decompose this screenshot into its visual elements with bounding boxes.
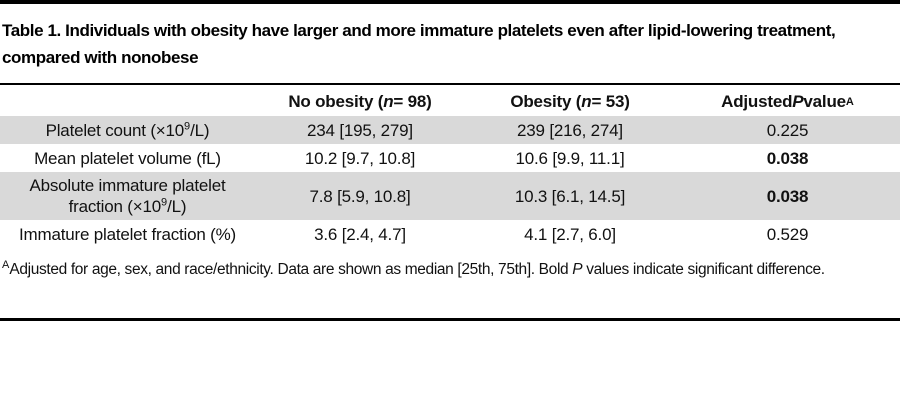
bottom-rule	[0, 318, 900, 321]
superscript-9: 9	[184, 119, 191, 132]
row-label: Immature platelet fraction (%)	[0, 220, 255, 248]
header-obesity: Obesity (n = 53)	[465, 85, 675, 116]
no-obesity-value-cell: 3.6 [2.4, 4.7]	[314, 224, 406, 244]
title-divider-rule	[0, 83, 900, 85]
footnote-text: values indicate significant difference.	[582, 261, 825, 278]
obesity-value-cell: 10.6 [9.9, 11.1]	[515, 148, 625, 168]
no-obesity-value-cell: 10.2 [9.7, 10.8]	[304, 148, 416, 168]
header-n-italic: n	[581, 92, 592, 111]
row-label: Mean platelet volume (fL)	[0, 144, 255, 172]
data-table: No obesity (n = 98) Obesity (n = 53) Adj…	[0, 85, 900, 248]
no-obesity-value-cell: 234 [195, 279]	[307, 120, 413, 140]
p-value-cell: 0.038	[766, 148, 809, 168]
header-text: Adjusted	[721, 92, 793, 111]
table-title: Table 1. Individuals with obesity have l…	[2, 21, 836, 67]
table-row-absolute-immature-platelet-fraction: Absolute immature platelet fraction (×10…	[0, 172, 900, 220]
header-text: value	[803, 92, 846, 111]
header-n-italic: n	[383, 92, 394, 111]
row-label: Absolute immature platelet fraction (×10…	[0, 172, 255, 220]
table-row-immature-platelet-fraction: Immature platelet fraction (%) 3.6 [2.4,…	[0, 220, 900, 248]
table-row-mean-platelet-volume: Mean platelet volume (fL) 10.2 [9.7, 10.…	[0, 144, 900, 172]
obesity-value-cell: 4.1 [2.7, 6.0]	[524, 224, 616, 244]
row-label: Platelet count (×109/L)	[0, 116, 255, 144]
obesity-value-cell: 239 [216, 274]	[517, 120, 623, 140]
no-obesity-value-cell: 7.8 [5.9, 10.8]	[309, 186, 411, 206]
p-value-cell: 0.038	[766, 186, 809, 206]
footnote-superscript-a: A	[2, 258, 10, 271]
header-no-obesity: No obesity (n = 98)	[255, 85, 465, 116]
table-header-row: No obesity (n = 98) Obesity (n = 53) Adj…	[0, 85, 900, 116]
footnote-text: Adjusted for age, sex, and race/ethnicit…	[9, 261, 573, 278]
top-rule	[0, 0, 900, 4]
header-text: Obesity (	[510, 92, 582, 111]
table-row-platelet-count: Platelet count (×109/L) 234 [195, 279] 2…	[0, 116, 900, 144]
table-footnote: AAdjusted for age, sex, and race/ethnici…	[2, 257, 882, 282]
header-text: = 53)	[591, 92, 630, 111]
footnote-p-italic: P	[572, 261, 583, 278]
header-text: No obesity (	[288, 92, 384, 111]
header-empty-cell	[0, 85, 255, 116]
header-adjusted-p-value: Adjusted P value A	[721, 92, 854, 111]
p-value-cell: 0.529	[766, 224, 809, 244]
header-text: = 98)	[393, 92, 432, 111]
obesity-value-cell: 10.3 [6.1, 14.5]	[514, 186, 626, 206]
header-p-italic: P	[792, 92, 804, 111]
row-label-text: Absolute immature platelet fraction (×10…	[29, 176, 226, 216]
p-value-cell: 0.225	[766, 120, 809, 140]
row-label-text: Mean platelet volume (fL)	[34, 148, 221, 168]
row-label-text: Immature platelet fraction (%)	[19, 224, 236, 244]
row-label-text: Platelet count (×109/L)	[45, 119, 210, 140]
superscript-9: 9	[161, 196, 168, 209]
